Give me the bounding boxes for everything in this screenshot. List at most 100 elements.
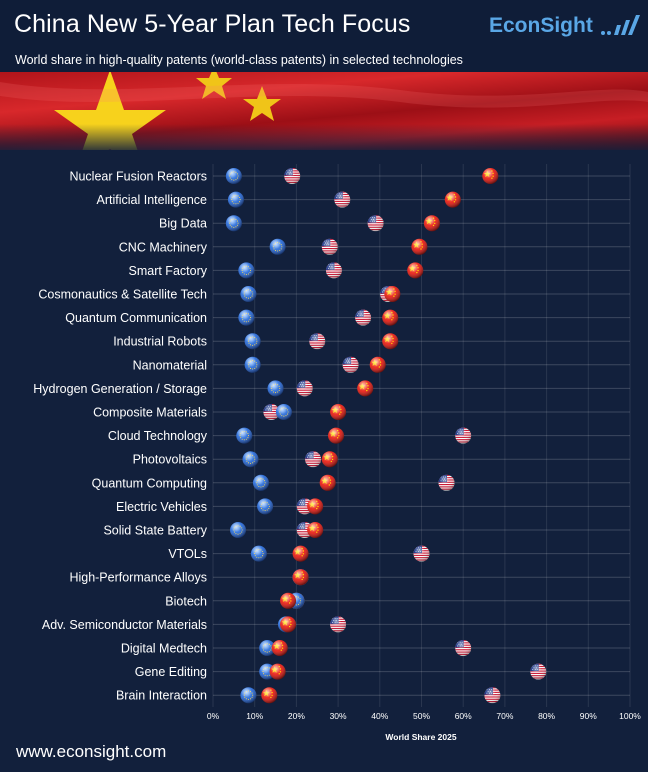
usa-marker (334, 191, 351, 208)
china-marker (307, 498, 324, 515)
category-label: Composite Materials (93, 406, 207, 420)
china-marker (292, 545, 309, 562)
eu-marker (240, 286, 257, 302)
china-marker (269, 663, 286, 680)
category-label: Photovoltaics (133, 453, 207, 467)
eu-marker (238, 309, 255, 326)
brand-logo: EconSight (489, 14, 593, 37)
x-tick-label: 70% (496, 711, 513, 721)
category-label: CNC Machinery (119, 240, 208, 254)
china-marker (321, 451, 338, 468)
china-marker (319, 474, 336, 491)
category-label: Cosmonautics & Satellite Tech (38, 288, 207, 302)
brand-logo-bars-icon (601, 15, 640, 35)
usa-marker (284, 168, 301, 184)
gridlines (212, 164, 631, 707)
eu-marker (250, 545, 267, 562)
x-tick-label: 90% (580, 711, 597, 721)
usa-marker (413, 545, 430, 562)
eu-marker (244, 356, 261, 373)
eu-marker (267, 380, 284, 397)
china-marker (384, 286, 401, 302)
china-marker (369, 356, 386, 373)
china-marker (423, 215, 440, 232)
category-label: Digital Medtech (121, 642, 207, 656)
china-marker (328, 427, 345, 444)
flag-stars-icon (0, 72, 648, 150)
category-label: Industrial Robots (113, 335, 207, 349)
china-flag-banner (0, 72, 648, 150)
china-marker (482, 168, 499, 184)
category-label: Smart Factory (129, 264, 208, 278)
category-label: Gene Editing (135, 665, 207, 679)
eu-marker (257, 498, 274, 515)
x-tick-label: 20% (288, 711, 305, 721)
usa-marker (455, 640, 472, 656)
category-label: Quantum Computing (92, 476, 207, 490)
banner-fade (0, 124, 648, 150)
data-markers (225, 168, 547, 704)
china-marker (330, 404, 347, 420)
eu-marker (242, 451, 259, 468)
x-tick-label: 0% (207, 711, 220, 721)
x-axis-ticks: 0% 10% 20% 30% 40% 50% 60% 70% 80% 90% 100% (207, 711, 641, 721)
category-label: Nanomaterial (133, 358, 207, 372)
category-labels: Nuclear Fusion Reactors Artificial Intell… (33, 170, 207, 703)
x-tick-label: 100% (619, 711, 641, 721)
page-title: China New 5-Year Plan Tech Focus (14, 10, 411, 38)
category-label: Brain Interaction (116, 689, 207, 703)
category-label: Hydrogen Generation / Storage (33, 382, 207, 396)
china-marker (357, 380, 374, 397)
category-label: Nuclear Fusion Reactors (69, 170, 207, 184)
x-tick-label: 30% (330, 711, 347, 721)
china-marker (382, 333, 399, 350)
footer-url: www.econsight.com (16, 742, 167, 761)
category-label: High-Performance Alloys (69, 571, 207, 585)
x-tick-label: 50% (413, 711, 430, 721)
china-marker (292, 569, 309, 586)
eu-marker (230, 522, 247, 538)
eu-marker (259, 640, 276, 656)
usa-marker (530, 663, 547, 680)
usa-marker (321, 238, 338, 255)
patent-share-chart: Nuclear Fusion Reactors Artificial Intell… (33, 164, 641, 740)
category-label: Cloud Technology (108, 429, 208, 443)
usa-marker (342, 356, 359, 373)
china-marker (280, 592, 297, 609)
category-label: Adv. Semiconductor Materials (42, 618, 207, 632)
x-tick-label: 40% (371, 711, 388, 721)
china-marker (271, 640, 288, 656)
eu-marker (227, 191, 244, 208)
usa-marker (305, 451, 322, 468)
usa-marker (325, 262, 342, 279)
category-label: Artificial Intelligence (97, 193, 208, 207)
category-label: VTOLs (168, 547, 207, 561)
usa-marker (296, 380, 313, 397)
china-marker (307, 522, 324, 538)
eu-marker (225, 168, 242, 184)
china-marker (411, 238, 428, 255)
eu-marker (269, 238, 286, 255)
usa-marker (484, 687, 501, 704)
page-subtitle: World share in high-quality patents (wor… (15, 53, 463, 67)
usa-marker (455, 427, 472, 444)
eu-marker (236, 427, 253, 444)
usa-marker (330, 616, 347, 633)
x-tick-label: 60% (455, 711, 472, 721)
category-label: Quantum Communication (65, 311, 207, 325)
usa-marker (355, 309, 372, 326)
eu-marker (240, 687, 257, 704)
usa-marker (438, 474, 455, 491)
usa-marker (367, 215, 384, 232)
usa-marker (309, 333, 326, 350)
header: China New 5-Year Plan Tech Focus World s… (0, 0, 648, 72)
china-marker (280, 616, 297, 633)
eu-marker (275, 404, 292, 420)
eu-marker (244, 333, 261, 350)
eu-marker (238, 262, 255, 279)
china-marker (382, 309, 399, 326)
x-tick-label: 10% (246, 711, 263, 721)
usa-marker (263, 404, 280, 420)
x-axis-label: World Share 2025 (385, 732, 456, 740)
eu-marker (225, 215, 242, 232)
